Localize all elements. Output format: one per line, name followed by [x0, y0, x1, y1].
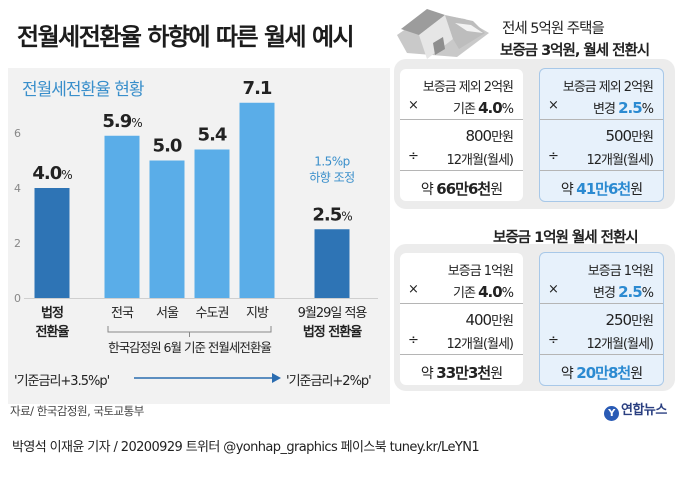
result-unit: 원: [490, 182, 503, 198]
amount-value: 800: [465, 127, 492, 145]
category-label: 전환율: [36, 324, 70, 340]
value-label: 5.4: [198, 125, 227, 146]
value-label: 5.9%: [102, 111, 142, 132]
example1-panel: 보증금 제외 2억원 × 기존 4.0% 800만원 ÷ 12개월(월세) 약 66…: [394, 59, 675, 209]
y-tick-label: 2: [14, 237, 21, 250]
months-label: 12개월(월세): [446, 337, 514, 352]
result-unit: 원: [490, 366, 503, 382]
example1-after-card: 보증금 제외 2억원 × 변경 2.5% 500만원 ÷ 12개월(월세) 약 41…: [539, 68, 664, 202]
page-title: 전월세전환율 하향에 따른 월세 예시: [17, 23, 355, 51]
result-prefix: 약: [420, 182, 434, 198]
source-note: 자료/ 한국감정원, 국토교통부: [10, 404, 144, 418]
condition-before: '기준금리+3.5%p': [14, 374, 110, 389]
multiply-sign: ×: [548, 98, 559, 113]
result-value: 33만3천: [436, 364, 491, 382]
bracket-label: 한국감정원 6월 기준 전월세전환율: [108, 340, 271, 355]
amount-value: 500: [605, 127, 632, 145]
amount-unit: 만원: [631, 130, 654, 145]
result-prefix: 약: [560, 182, 574, 198]
category-label: 법정: [41, 305, 63, 321]
yonhap-logo-icon: Y: [604, 406, 619, 421]
bar-1: [104, 135, 140, 298]
multiply-sign: ×: [408, 98, 419, 113]
category-label: 서울: [156, 306, 179, 321]
divide-sign: ÷: [548, 333, 559, 348]
value-label: 7.1: [243, 78, 272, 99]
credit-line: 박영석 이재윤 기자 / 20200929 트위터 @yonhap_graphi…: [12, 440, 480, 455]
multiply-sign: ×: [548, 282, 559, 297]
category-label: 법정 전환율: [303, 324, 362, 340]
amount-value: 250: [605, 311, 632, 329]
amount-unit: 만원: [491, 130, 514, 145]
annotation-line1: 1.5%p: [314, 154, 350, 168]
example1-heading-line2: 보증금 3억원, 월세 전환시: [500, 43, 650, 59]
divide-sign: ÷: [408, 149, 419, 164]
rate-pct: %: [501, 286, 514, 301]
rate-label: 기존: [453, 102, 476, 117]
result-value: 41만6천: [576, 180, 631, 198]
result-value: 20만8천: [576, 364, 631, 382]
chart-title: 전월세전환율 현황: [22, 80, 145, 100]
rate-value: 2.5: [618, 283, 643, 301]
example2-panel: 보증금 1억원 × 기존 4.0% 400만원 ÷ 12개월(월세) 약 33만3천…: [394, 244, 675, 391]
bar-3: [194, 149, 230, 298]
logo: Y 연합뉴스: [604, 399, 667, 421]
deposit-label: 보증금 제외 2억원: [562, 80, 654, 95]
divide-sign: ÷: [408, 333, 419, 348]
months-label: 12개월(월세): [446, 153, 514, 168]
amount-value: 400: [465, 311, 492, 329]
condition-after: '기준금리+2%p': [286, 374, 372, 389]
value-label: 2.5%: [312, 204, 352, 225]
rate-value: 2.5: [618, 99, 643, 117]
rate-value: 4.0: [478, 99, 503, 117]
logo-text: 연합뉴스: [621, 403, 667, 418]
result-unit: 원: [630, 366, 643, 382]
rate-value: 4.0: [478, 283, 503, 301]
rate-label: 기존: [453, 286, 476, 301]
arrow-icon: [134, 373, 281, 383]
bar-0: [34, 188, 70, 298]
category-label: 9월29일 적용: [298, 306, 368, 321]
rate-pct: %: [641, 286, 654, 301]
category-label: 전국: [111, 306, 134, 321]
amount-unit: 만원: [631, 314, 654, 329]
example2-heading: 보증금 1억원 월세 전환시: [493, 230, 639, 246]
divide-sign: ÷: [548, 149, 559, 164]
category-label: 수도권: [196, 306, 229, 321]
deposit-label: 보증금 제외 2억원: [422, 80, 514, 95]
y-tick-label: 6: [14, 127, 21, 140]
bar-4: [239, 102, 275, 298]
rate-pct: %: [641, 102, 654, 117]
example2-before-card: 보증금 1억원 × 기존 4.0% 400만원 ÷ 12개월(월세) 약 33만3천…: [400, 253, 523, 385]
amount-unit: 만원: [491, 314, 514, 329]
y-tick-label: 0: [14, 292, 21, 305]
rate-label: 변경: [593, 102, 616, 117]
deposit-label: 보증금 1억원: [447, 264, 514, 279]
bar-2: [149, 160, 185, 298]
result-prefix: 약: [560, 366, 574, 382]
result-value: 66만6천: [436, 180, 491, 198]
result-prefix: 약: [420, 366, 434, 382]
value-label: 5.0: [153, 136, 182, 157]
house-icon: [397, 9, 489, 59]
rate-pct: %: [501, 102, 514, 117]
bar-5: [314, 229, 350, 298]
result-unit: 원: [630, 182, 643, 198]
months-label: 12개월(월세): [586, 153, 654, 168]
y-tick-label: 4: [14, 182, 21, 195]
example1-before-card: 보증금 제외 2억원 × 기존 4.0% 800만원 ÷ 12개월(월세) 약 66…: [400, 69, 523, 201]
months-label: 12개월(월세): [586, 337, 654, 352]
deposit-label: 보증금 1억원: [587, 264, 654, 279]
multiply-sign: ×: [408, 282, 419, 297]
rate-label: 변경: [593, 286, 616, 301]
example1-heading-line1: 전세 5억원 주택을: [502, 21, 605, 37]
example2-after-card: 보증금 1억원 × 변경 2.5% 250만원 ÷ 12개월(월세) 약 20만8천…: [539, 252, 664, 386]
bracket-line: [107, 326, 272, 333]
value-label: 4.0%: [32, 163, 72, 184]
category-label: 지방: [246, 306, 269, 321]
annotation-line2: 하향 조정: [309, 170, 354, 184]
